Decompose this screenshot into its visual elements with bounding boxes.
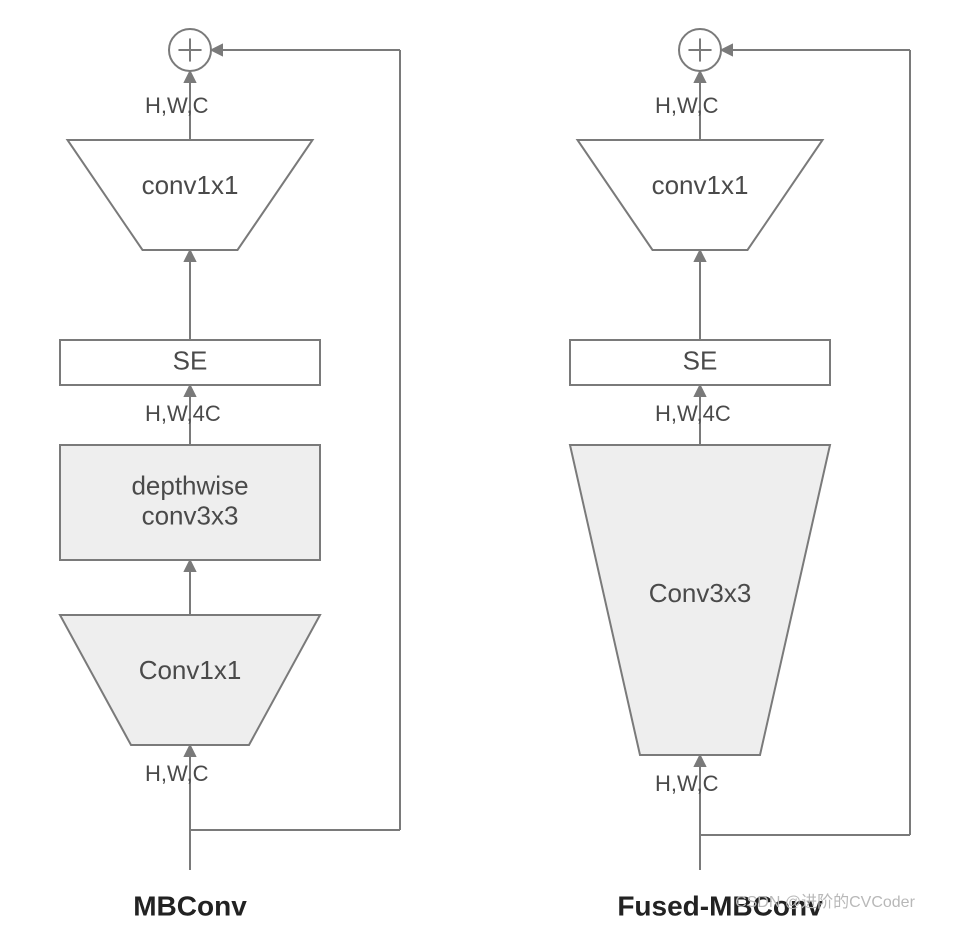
mb-conv1x1-bot-label: Conv1x1 — [139, 655, 242, 685]
fmb-mid-dim: H,W,4C — [655, 401, 731, 426]
mb-depthwise-label: depthwise — [131, 470, 248, 500]
mb-se-label: SE — [173, 345, 208, 375]
fmb-conv1x1-top-label: conv1x1 — [652, 170, 749, 200]
fmb-se-label: SE — [683, 345, 718, 375]
fmb-bot-dim: H,W,C — [655, 771, 719, 796]
fmb-top-dim: H,W,C — [655, 93, 719, 118]
mb-title: MBConv — [133, 890, 247, 921]
mb-top-dim: H,W,C — [145, 93, 209, 118]
mb-conv1x1-top-label: conv1x1 — [142, 170, 239, 200]
watermark: CSDN @进阶的CVCoder — [735, 893, 916, 911]
mb-depthwise-label: conv3x3 — [142, 500, 239, 530]
mb-mid-dim: H,W,4C — [145, 401, 221, 426]
mb-bot-dim: H,W,C — [145, 761, 209, 786]
fmb-conv3x3-label: Conv3x3 — [649, 578, 752, 608]
